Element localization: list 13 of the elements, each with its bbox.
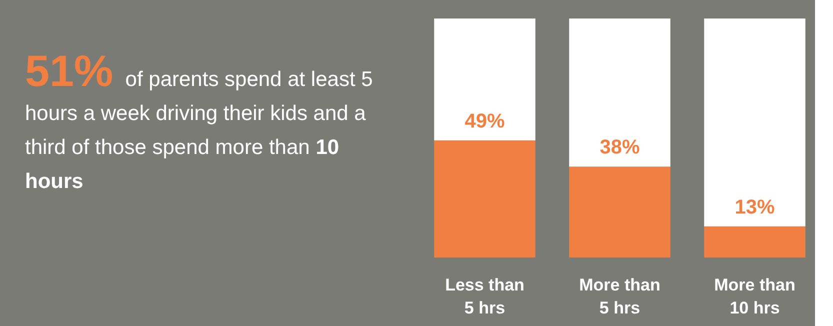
x-tick-label: Less than 5 hrs	[445, 276, 524, 318]
data-label: 38%	[600, 136, 640, 159]
bar	[434, 140, 536, 258]
bar	[704, 18, 806, 226]
data-label: 49%	[464, 110, 505, 132]
bar	[569, 18, 670, 167]
bar	[704, 226, 806, 258]
bar	[569, 166, 670, 258]
data-label: 13%	[734, 196, 775, 218]
chart-title: 51% of parents spend at least 5 hours a week driving their kids and a third of those spend more than 10 hours	[25, 47, 373, 193]
x-tick-label: More than 5 hrs	[579, 276, 660, 318]
x-tick-label: More than 10 hrs	[714, 276, 796, 318]
bar	[434, 18, 536, 140]
